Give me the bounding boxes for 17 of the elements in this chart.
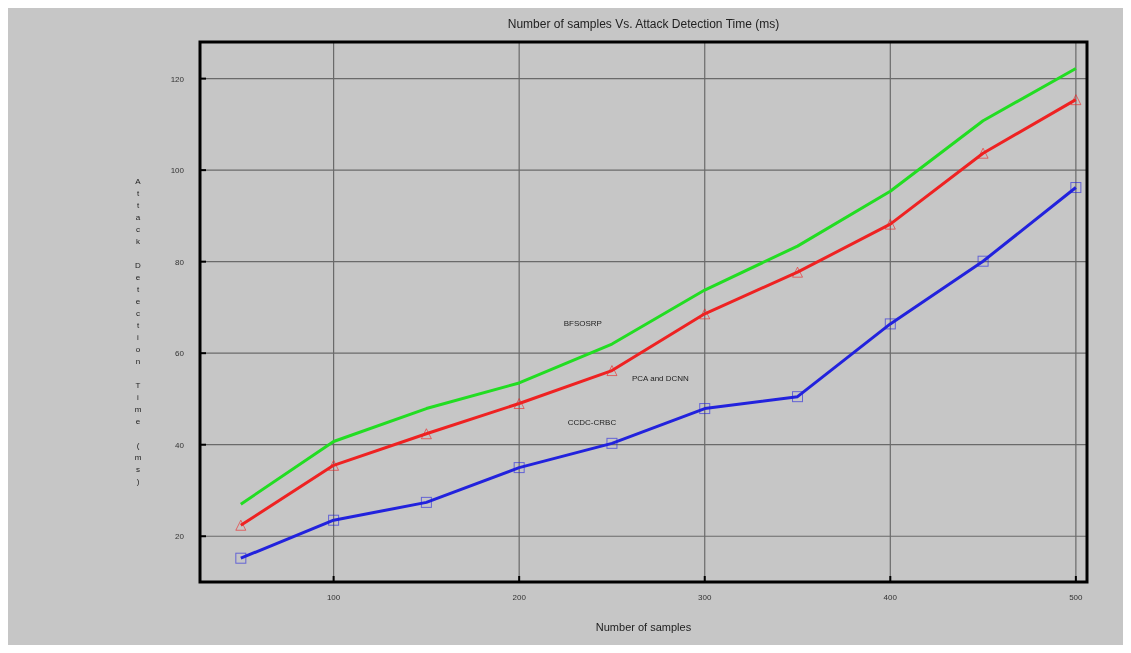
text: BFSOSRP (563, 319, 602, 329)
x-axis-title: Number of samples (595, 621, 692, 633)
y-tick-label: 60 (175, 349, 185, 359)
y-axis-title: Attack Detection Time (ms) (133, 176, 143, 489)
series-label: PCA and DCNN (631, 373, 690, 383)
chart-title: Number of samples Vs. Attack Detection Time (ms) (507, 17, 780, 31)
y-tick-label: 120 (170, 74, 185, 84)
x-tick-label: 200 (512, 593, 527, 602)
y-tick-label: 40 (175, 440, 185, 450)
y-tick-label: 100 (170, 166, 185, 176)
x-tick-label: 300 (698, 593, 712, 602)
y-tick-label: 20 (175, 532, 185, 542)
x-tick-label: 100 (326, 593, 341, 602)
y-tick-label: 80 (175, 257, 185, 267)
x-tick-label: 500 (1069, 593, 1084, 602)
x-tick-label: 400 (883, 593, 898, 602)
series-label: CCDC-CRBC (567, 418, 617, 428)
